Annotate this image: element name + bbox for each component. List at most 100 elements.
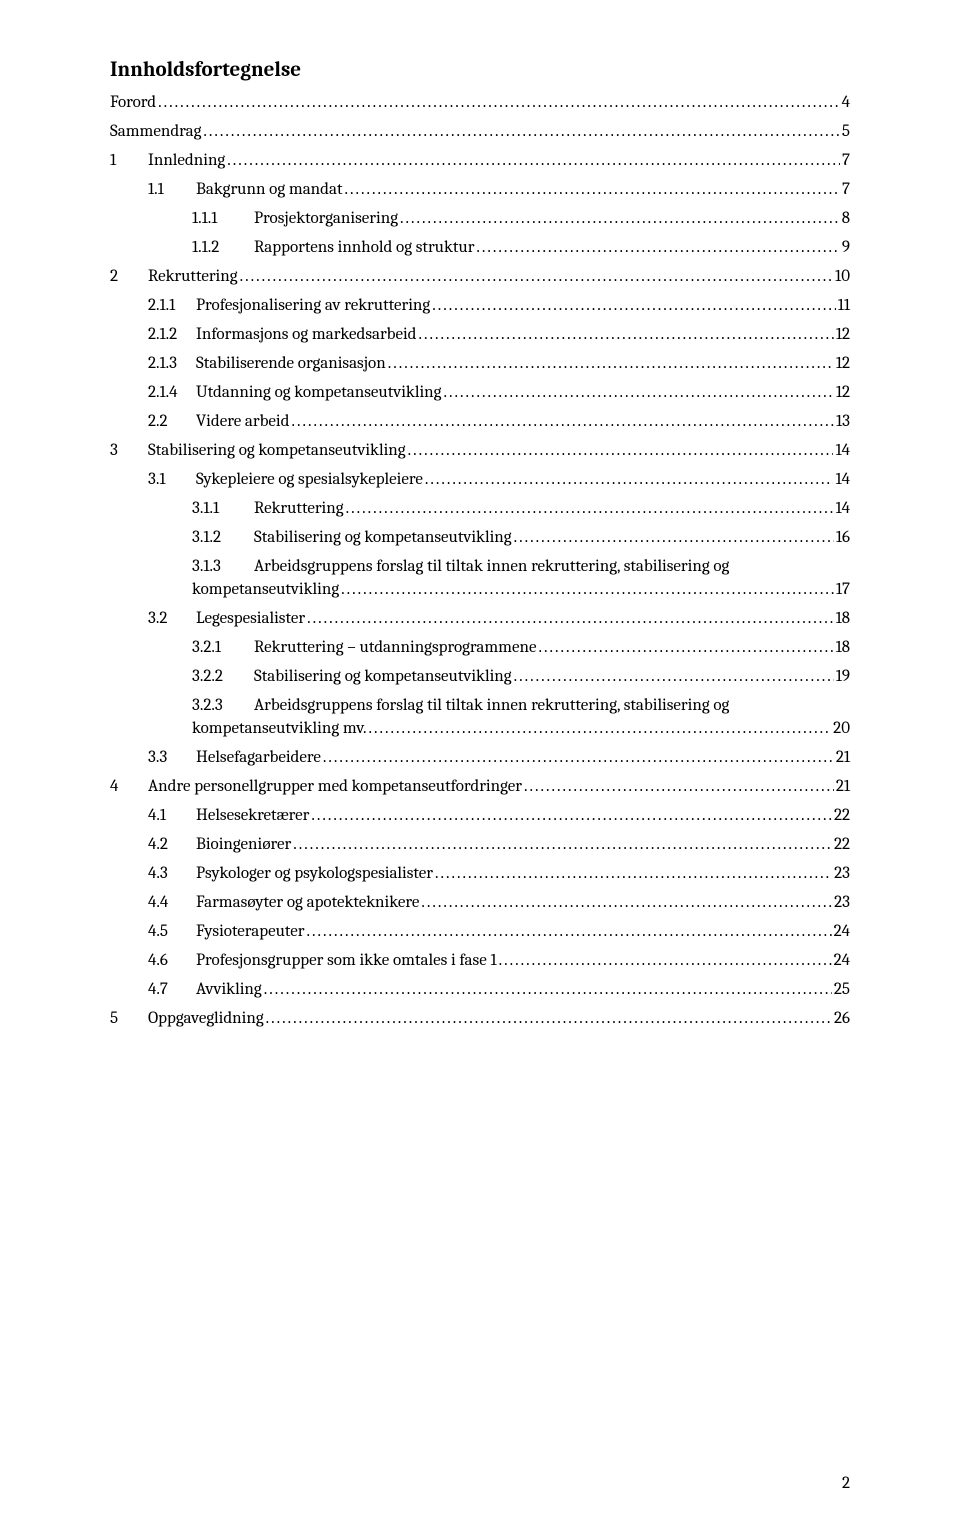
toc-entry-number: 3.2.2 bbox=[192, 668, 254, 685]
toc-entry-page: 22 bbox=[834, 807, 850, 824]
toc-entry-number: 2.1.3 bbox=[148, 355, 196, 372]
toc-entry-text: Farmasøyter og apotekteknikere bbox=[196, 894, 419, 911]
toc-entry-text: Stabiliserende organisasjon bbox=[196, 355, 386, 372]
toc-entry-number: 4.3 bbox=[148, 865, 196, 882]
toc-entry-number: 4.5 bbox=[148, 923, 196, 940]
toc-entry-page: 14 bbox=[835, 442, 850, 459]
toc-entry[interactable]: 3.1.2Stabilisering og kompetanseutviklin… bbox=[110, 529, 850, 546]
toc-leader bbox=[311, 807, 832, 824]
toc-entry-text: Profesjonalisering av rekruttering bbox=[196, 297, 430, 314]
toc-entry-page: 14 bbox=[835, 471, 850, 488]
toc-entry[interactable]: 4.5Fysioterapeuter24 bbox=[110, 923, 850, 940]
toc-entry-page: 18 bbox=[836, 639, 850, 656]
toc-entry-text-cont: kompetanseutvikling mv. bbox=[192, 720, 366, 737]
toc-entry-number: 3.1.3 bbox=[192, 558, 254, 575]
toc-entry-page: 20 bbox=[833, 720, 850, 737]
toc-leader bbox=[240, 268, 833, 285]
toc-entry-text: Sammendrag bbox=[110, 123, 201, 140]
toc-entry-text: Stabilisering og kompetanseutvikling bbox=[254, 668, 512, 685]
toc-entry[interactable]: 4.7Avvikling25 bbox=[110, 981, 850, 998]
toc-entry[interactable]: 2Rekruttering10 bbox=[110, 268, 850, 285]
toc-entry-text: Bioingeniører bbox=[196, 836, 291, 853]
toc-entry[interactable]: 4.3Psykologer og psykologspesialister23 bbox=[110, 865, 850, 882]
toc-entry-text: Fysioterapeuter bbox=[196, 923, 304, 940]
toc-entry[interactable]: 4.1Helsesekretærer22 bbox=[110, 807, 850, 824]
toc-entry-number: 2 bbox=[110, 268, 148, 285]
toc-entry-number: 3.1.2 bbox=[192, 529, 254, 546]
toc-entry-text: Avvikling bbox=[196, 981, 262, 998]
toc-entry-page: 10 bbox=[835, 268, 850, 285]
toc-entry-text: Prosjektorganisering bbox=[254, 210, 398, 227]
toc-entry-page: 8 bbox=[842, 210, 850, 227]
toc-leader bbox=[158, 94, 840, 111]
toc-entry[interactable]: 3.1.1Rekruttering14 bbox=[110, 500, 850, 517]
toc-leader bbox=[368, 720, 831, 737]
toc-entry-page: 13 bbox=[836, 413, 850, 430]
toc-entry[interactable]: Sammendrag5 bbox=[110, 123, 850, 140]
toc-entry[interactable]: 3.2.3Arbeidsgruppens forslag til tiltak … bbox=[110, 697, 850, 737]
toc-leader bbox=[499, 952, 832, 969]
toc-entry[interactable]: 4.4Farmasøyter og apotekteknikere23 bbox=[110, 894, 850, 911]
toc-entry-page: 7 bbox=[842, 152, 850, 169]
toc-entry-page: 24 bbox=[834, 952, 850, 969]
toc-entry[interactable]: 3.2Legespesialister18 bbox=[110, 610, 850, 627]
toc-entry[interactable]: 1.1.2Rapportens innhold og struktur9 bbox=[110, 239, 850, 256]
toc-leader bbox=[227, 152, 840, 169]
toc-entry[interactable]: 3.3Helsefagarbeidere21 bbox=[110, 749, 850, 766]
toc-entry[interactable]: 3.2.1Rekruttering – utdanningsprogrammen… bbox=[110, 639, 850, 656]
toc-entry[interactable]: 3.2.2Stabilisering og kompetanseutviklin… bbox=[110, 668, 850, 685]
toc-entry-page: 14 bbox=[835, 500, 850, 517]
toc-entry-text: Forord bbox=[110, 94, 156, 111]
toc-entry-text: Profesjonsgrupper som ikke omtales i fas… bbox=[196, 952, 497, 969]
toc-entry-number: 2.2 bbox=[148, 413, 196, 430]
toc-entry[interactable]: 3Stabilisering og kompetanseutvikling14 bbox=[110, 442, 850, 459]
toc-leader bbox=[203, 123, 840, 140]
toc-entry-text: Helsefagarbeidere bbox=[196, 749, 321, 766]
toc-entry[interactable]: Forord4 bbox=[110, 94, 850, 111]
toc-entry-text: Rekruttering – utdanningsprogrammene bbox=[254, 639, 537, 656]
toc-entry-page: 12 bbox=[836, 384, 850, 401]
toc-entry-text: Oppgaveglidning bbox=[148, 1010, 264, 1027]
toc-entry-text: Innledning bbox=[148, 152, 225, 169]
toc-entry-page: 25 bbox=[834, 981, 850, 998]
toc-leader bbox=[408, 442, 834, 459]
toc-entry-page: 21 bbox=[836, 749, 850, 766]
toc-leader bbox=[345, 181, 840, 198]
toc-entry-number: 4 bbox=[110, 778, 148, 795]
toc-entry-number: 4.6 bbox=[148, 952, 196, 969]
toc-leader bbox=[400, 210, 840, 227]
toc-leader bbox=[323, 749, 834, 766]
toc-entry[interactable]: 2.1.2Informasjons og markedsarbeid12 bbox=[110, 326, 850, 343]
toc-entry-number: 4.4 bbox=[148, 894, 196, 911]
toc-entry[interactable]: 1Innledning 7 bbox=[110, 152, 850, 169]
toc-entry-text: Arbeidsgruppens forslag til tiltak innen… bbox=[254, 697, 850, 714]
toc-entry-number: 4.2 bbox=[148, 836, 196, 853]
document-page: Innholdsfortegnelse Forord4Sammendrag51I… bbox=[0, 0, 960, 1521]
toc-entry[interactable]: 2.1.3Stabiliserende organisasjon12 bbox=[110, 355, 850, 372]
toc-entry[interactable]: 4.6Profesjonsgrupper som ikke omtales i … bbox=[110, 952, 850, 969]
toc-title: Innholdsfortegnelse bbox=[110, 58, 850, 82]
toc-entry[interactable]: 1.1.1Prosjektorganisering 8 bbox=[110, 210, 850, 227]
toc-entry-number: 2.1.2 bbox=[148, 326, 196, 343]
toc-entry[interactable]: 2.2Videre arbeid13 bbox=[110, 413, 850, 430]
toc-entry[interactable]: 5Oppgaveglidning26 bbox=[110, 1010, 850, 1027]
toc-entry-page: 26 bbox=[834, 1010, 850, 1027]
toc-leader bbox=[539, 639, 834, 656]
toc-entry[interactable]: 3.1.3Arbeidsgruppens forslag til tiltak … bbox=[110, 558, 850, 598]
toc-entry-number: 3.2 bbox=[148, 610, 196, 627]
toc-entry-text: Andre personellgrupper med kompetanseutf… bbox=[148, 778, 522, 795]
toc-entry[interactable]: 2.1.4Utdanning og kompetanseutvikling12 bbox=[110, 384, 850, 401]
toc-entry[interactable]: 4Andre personellgrupper med kompetanseut… bbox=[110, 778, 850, 795]
toc-entry-number: 1 bbox=[110, 152, 148, 169]
toc-entry[interactable]: 1.1Bakgrunn og mandat7 bbox=[110, 181, 850, 198]
toc-leader bbox=[514, 529, 834, 546]
toc-entry-text: Rapportens innhold og struktur bbox=[254, 239, 474, 256]
toc-entry[interactable]: 3.1Sykepleiere og spesialsykepleiere14 bbox=[110, 471, 850, 488]
toc-entry[interactable]: 2.1.1Profesjonalisering av rekruttering1… bbox=[110, 297, 850, 314]
toc-leader bbox=[476, 239, 839, 256]
toc-entry[interactable]: 4.2Bioingeniører22 bbox=[110, 836, 850, 853]
toc-entry-number: 1.1.1 bbox=[192, 210, 254, 227]
toc-leader bbox=[306, 923, 831, 940]
toc-entry-page: 7 bbox=[842, 181, 850, 198]
toc-entry-page: 9 bbox=[842, 239, 850, 256]
